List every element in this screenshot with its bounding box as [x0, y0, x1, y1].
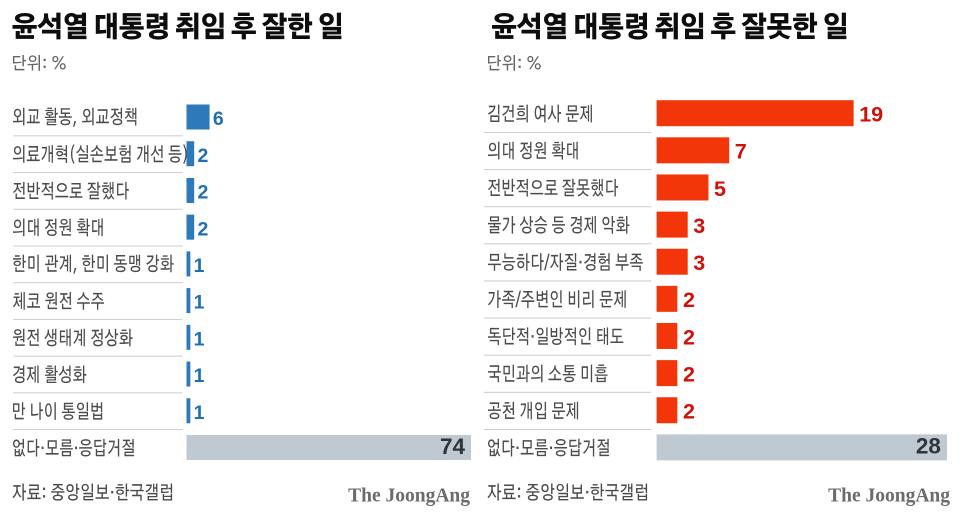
svg-text:5: 5 — [714, 177, 726, 201]
svg-text:1: 1 — [194, 402, 205, 424]
svg-text:3: 3 — [693, 214, 705, 238]
svg-text:6: 6 — [213, 108, 224, 130]
svg-text:7: 7 — [735, 140, 747, 164]
svg-text:2: 2 — [683, 400, 695, 424]
svg-text:1: 1 — [194, 328, 205, 350]
svg-text:3: 3 — [693, 251, 705, 275]
svg-text:1: 1 — [194, 255, 205, 277]
svg-text:2: 2 — [197, 145, 208, 167]
svg-text:2: 2 — [197, 218, 208, 240]
svg-text:1: 1 — [194, 365, 205, 387]
svg-text:The JoongAng: The JoongAng — [348, 486, 470, 507]
svg-text:28: 28 — [916, 433, 941, 458]
svg-text:2: 2 — [683, 288, 695, 312]
svg-text:2: 2 — [197, 182, 208, 204]
svg-text:19: 19 — [859, 103, 883, 127]
svg-text:2: 2 — [683, 325, 695, 349]
svg-text:74: 74 — [440, 434, 466, 459]
svg-text:1: 1 — [194, 292, 205, 314]
svg-text:The JoongAng: The JoongAng — [828, 486, 950, 507]
svg-text:2: 2 — [683, 362, 695, 386]
